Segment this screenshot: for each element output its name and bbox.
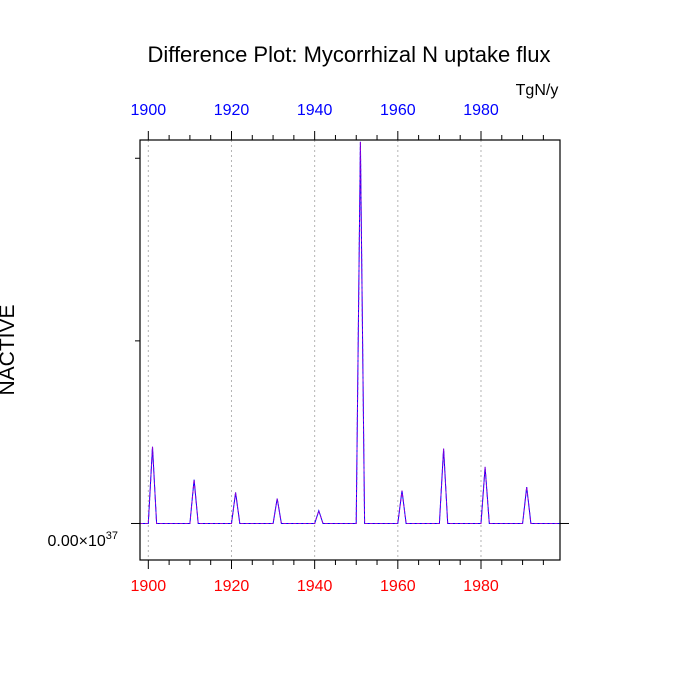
y-tick-label: 0.00×1037 [47,530,118,550]
y-tick-exponent: 37 [106,530,118,542]
x-tick-label-bottom-1960: 1960 [380,578,416,595]
plot-frame [139,139,561,561]
x-tick-label-top-1940: 1940 [297,102,333,119]
grid-lines [147,140,482,560]
x-tick-label-bottom-1920: 1920 [214,578,250,595]
x-tick-label-bottom-1900: 1900 [131,578,167,595]
series-group [140,141,560,524]
y-axis-label: NACTIVE [0,304,19,395]
x-tick-label-bottom-1980: 1980 [463,578,499,595]
units-label: TgN/y [516,82,559,99]
series-line-1 [140,141,560,524]
x-tick-label-bottom-1940: 1940 [297,578,333,595]
axis-ticks [131,131,569,569]
x-tick-label-top-1960: 1960 [380,102,416,119]
tick-labels: 1900 1920 1940 1960 1980 1900 1920 1940 1960 1980 [131,102,499,595]
chart-title: Difference Plot: Mycorrhizal N uptake fl… [147,42,550,67]
x-tick-label-top-1920: 1920 [214,102,250,119]
series-line-0 [140,141,560,524]
x-tick-label-top-1900: 1900 [131,102,167,119]
x-tick-label-top-1980: 1980 [463,102,499,119]
